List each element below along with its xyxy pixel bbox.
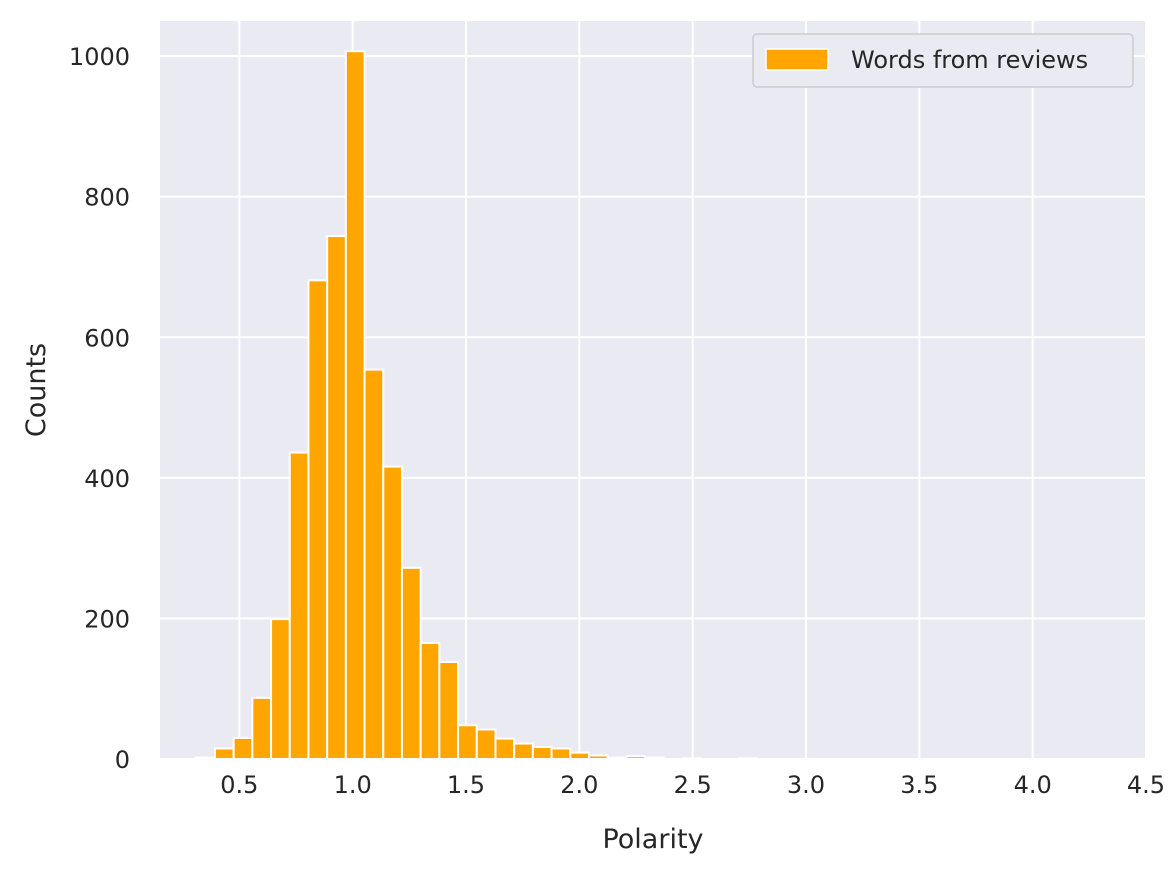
histogram-bar (213, 747, 235, 761)
histogram-bar (307, 279, 329, 760)
histogram-bar (644, 756, 665, 761)
histogram-bar (326, 235, 347, 760)
histogram-bar (288, 451, 310, 760)
x-tick-label: 3.0 (787, 771, 825, 799)
x-tick-label: 3.5 (900, 771, 938, 799)
histogram-bar (400, 566, 422, 761)
histogram-bar (232, 736, 254, 761)
y-axis-ticks: 0 200 400 600 800 1000 (69, 43, 130, 774)
histogram-bar (737, 757, 759, 760)
histogram-bar (494, 737, 516, 760)
x-axis-ticks: 0.5 1.0 1.5 2.0 2.5 3.0 3.5 4.0 4.5 (220, 771, 1165, 799)
histogram-bar (531, 746, 553, 761)
histogram-bar (270, 618, 291, 760)
x-tick-label: 4.5 (1127, 771, 1165, 799)
legend-swatch (765, 48, 829, 71)
y-tick-label: 1000 (69, 43, 130, 71)
histogram-bar (681, 757, 703, 760)
histogram-bar (550, 747, 572, 761)
histogram-bar (363, 368, 385, 760)
histogram-bar (513, 742, 534, 761)
histogram-bar (251, 696, 273, 761)
histogram-bar (382, 465, 403, 760)
histogram-bar (569, 751, 590, 760)
histogram-bar (438, 661, 460, 761)
histogram-bar (625, 755, 647, 761)
histogram-bar (457, 724, 478, 761)
x-tick-label: 2.5 (674, 771, 712, 799)
y-tick-label: 0 (115, 746, 130, 774)
x-axis-label: Polarity (602, 824, 703, 855)
x-tick-label: 1.0 (334, 771, 372, 799)
legend-label: Words from reviews (851, 46, 1088, 74)
x-tick-label: 2.0 (560, 771, 598, 799)
legend: Words from reviews (752, 33, 1134, 88)
legend-box (752, 33, 1134, 88)
histogram-bar (475, 728, 497, 760)
histogram-bar (606, 756, 628, 761)
x-tick-label: 4.0 (1014, 771, 1052, 799)
histogram-bar (195, 756, 216, 761)
histogram-bar (344, 50, 366, 761)
y-tick-label: 400 (84, 465, 130, 493)
y-tick-label: 200 (84, 605, 130, 633)
x-tick-label: 1.5 (447, 771, 485, 799)
y-tick-label: 800 (84, 184, 130, 212)
bars (195, 50, 759, 761)
histogram-bar (587, 754, 609, 761)
y-axis-label: Counts (21, 343, 52, 437)
x-tick-label: 0.5 (220, 771, 258, 799)
y-tick-label: 600 (84, 324, 130, 352)
histogram-bar (419, 642, 441, 760)
